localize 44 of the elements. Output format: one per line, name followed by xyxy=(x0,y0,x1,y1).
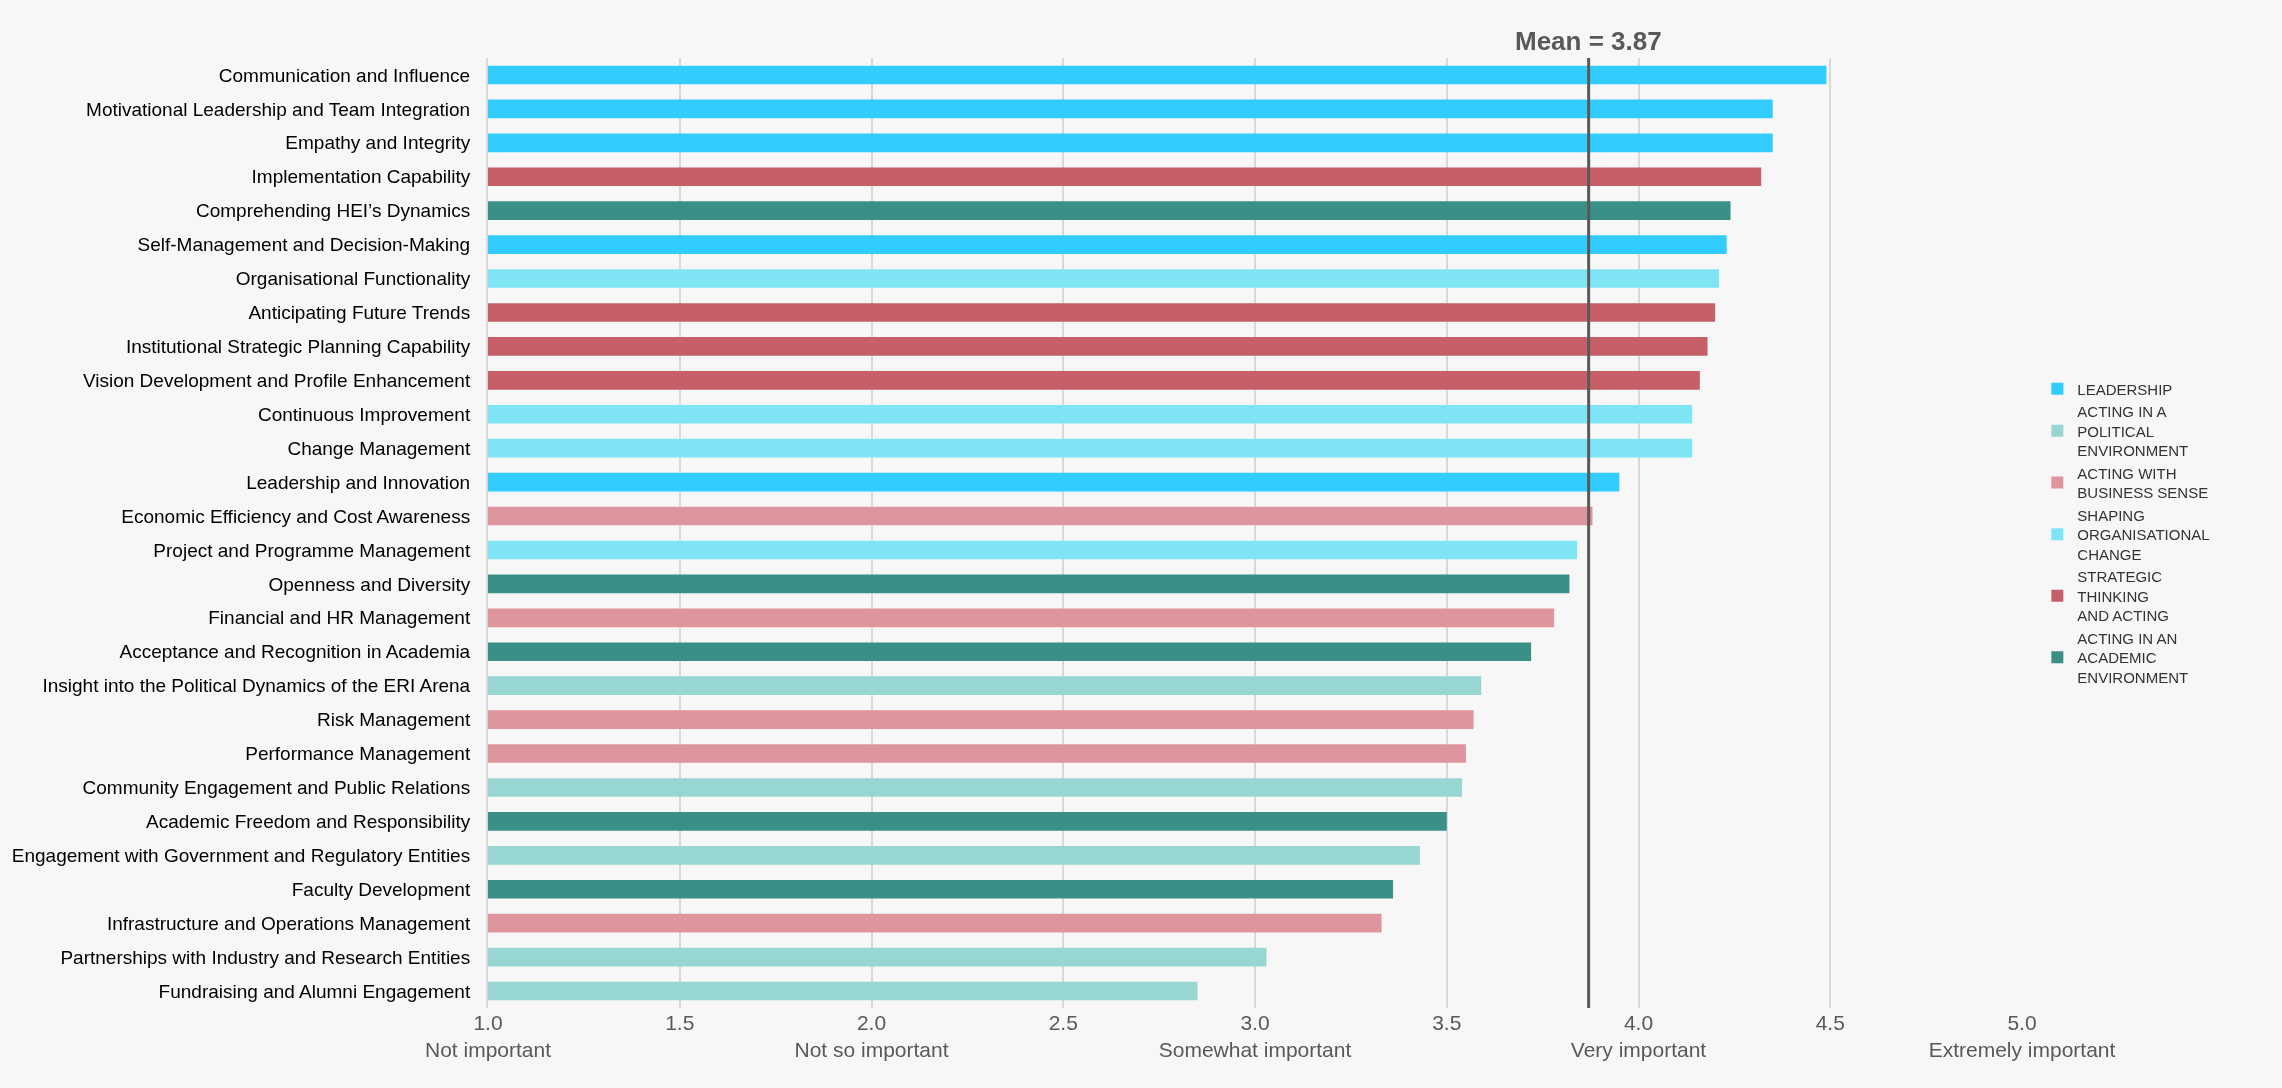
y-tick-label: Implementation Capability xyxy=(251,166,471,188)
x-tick-label: 4.0 Very important xyxy=(1570,1011,1707,1062)
y-tick-label: Change Management xyxy=(287,437,471,459)
legend-label: LEADERSHIP xyxy=(2077,380,2173,398)
y-tick-label: Vision Development and Profile Enhancement xyxy=(82,369,471,391)
y-tick-label: Leadership and Innovation xyxy=(246,471,471,493)
legend-label: ACTING IN AN ACADEMIC ENVIRONMENT xyxy=(2077,629,2189,686)
y-tick-label: Community Engagement and Public Relations xyxy=(82,777,471,799)
legend-label: SHAPING ORGANISATIONAL CHANGE xyxy=(2077,506,2210,563)
y-tick-label: Risk Management xyxy=(317,709,471,731)
y-tick-label: Academic Freedom and Responsibility xyxy=(145,811,471,833)
x-tick-label: 4.5 xyxy=(1815,1011,1845,1034)
y-tick-label: Engagement with Government and Regulatory Entities xyxy=(11,844,471,866)
y-tick-label: Empathy and Integrity xyxy=(285,132,471,154)
y-tick-label: Openness and Diversity xyxy=(268,573,471,595)
y-tick-label: Partnerships with Industry and Research Entities xyxy=(60,946,471,968)
x-tick-label: 3.5 xyxy=(1432,1011,1462,1034)
legend-label: ACTING WITH BUSINESS SENSE xyxy=(2077,464,2209,502)
y-tick-label: Fundraising and Alumni Engagement xyxy=(158,980,471,1002)
x-tick-label: 1.5 xyxy=(665,1011,695,1034)
y-tick-label: Acceptance and Recognition in Academia xyxy=(119,641,471,663)
y-tick-label: Anticipating Future Trends xyxy=(248,302,471,324)
y-tick-label: Economic Efficiency and Cost Awareness xyxy=(121,505,471,527)
ref-line-label: Mean = 3.87 xyxy=(1515,26,1662,56)
y-tick-label: Comprehending HEI’s Dynamics xyxy=(195,200,471,222)
x-tick-label: 2.0 Not so important xyxy=(794,1011,949,1062)
y-tick-label: Insight into the Political Dynamics of the ERI Arena xyxy=(42,675,471,697)
x-tick-label: 3.0 Somewhat important xyxy=(1158,1011,1352,1062)
y-tick-label: Self-Management and Decision-Making xyxy=(137,234,471,256)
legend-label: ACTING IN A POLITICAL ENVIRONMENT xyxy=(2077,403,2189,460)
y-tick-label: Faculty Development xyxy=(291,878,471,900)
legend-label: STRATEGIC THINKING AND ACTING xyxy=(2077,568,2170,625)
y-tick-label: Project and Programme Management xyxy=(153,539,471,561)
x-tick-label: 1.0 Not important xyxy=(424,1011,552,1062)
y-tick-label: Communication and Influence xyxy=(218,64,471,86)
y-tick-label: Organisational Functionality xyxy=(235,268,471,290)
y-tick-label: Continuous Improvement xyxy=(257,403,471,425)
y-tick-label: Infrastructure and Operations Management xyxy=(106,912,471,934)
y-tick-label: Performance Management xyxy=(245,743,471,765)
y-tick-label: Institutional Strategic Planning Capability xyxy=(125,336,471,358)
x-tick-label: 2.5 xyxy=(1048,1011,1078,1034)
x-tick-label: 5.0 Extremely important xyxy=(1928,1011,2116,1062)
y-tick-label: Financial and HR Management xyxy=(208,607,471,629)
y-tick-label: Motivational Leadership and Team Integration xyxy=(86,98,471,120)
